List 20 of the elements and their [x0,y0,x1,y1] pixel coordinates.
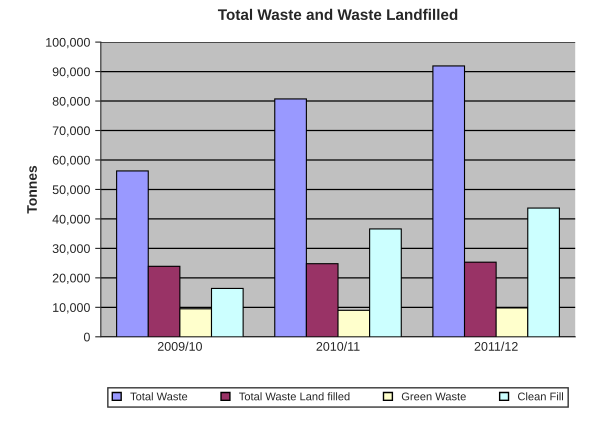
y-tick-label: 30,000 [52,244,90,255]
y-tick-label: 20,000 [52,274,90,284]
x-tick-label: 2009/10 [158,342,202,351]
y-axis-title: Tonnes [27,166,37,214]
x-tick-label: 2011/12 [474,342,518,351]
legend-label: Clean Fill [518,392,563,400]
legend-label: Green Waste [402,392,466,400]
y-tick-label: 80,000 [52,96,90,108]
x-tick-label: 2010/11 [316,342,360,351]
y-tick-label: 60,000 [52,156,90,166]
y-tick-label: 100,000 [46,38,90,48]
y-tick-label: 10,000 [53,303,90,314]
y-tick-label: 70,000 [52,126,90,137]
legend-label: Total Waste [130,392,188,400]
chart-title: Total Waste and Waste Landfilled [218,8,458,20]
y-tick-label: 40,000 [52,214,90,226]
legend-label: Total Waste Land filled [239,392,350,400]
y-tick-label: 90,000 [52,67,90,78]
y-tick-label: 0 [84,332,90,342]
y-tick-label: 50,000 [52,185,90,196]
